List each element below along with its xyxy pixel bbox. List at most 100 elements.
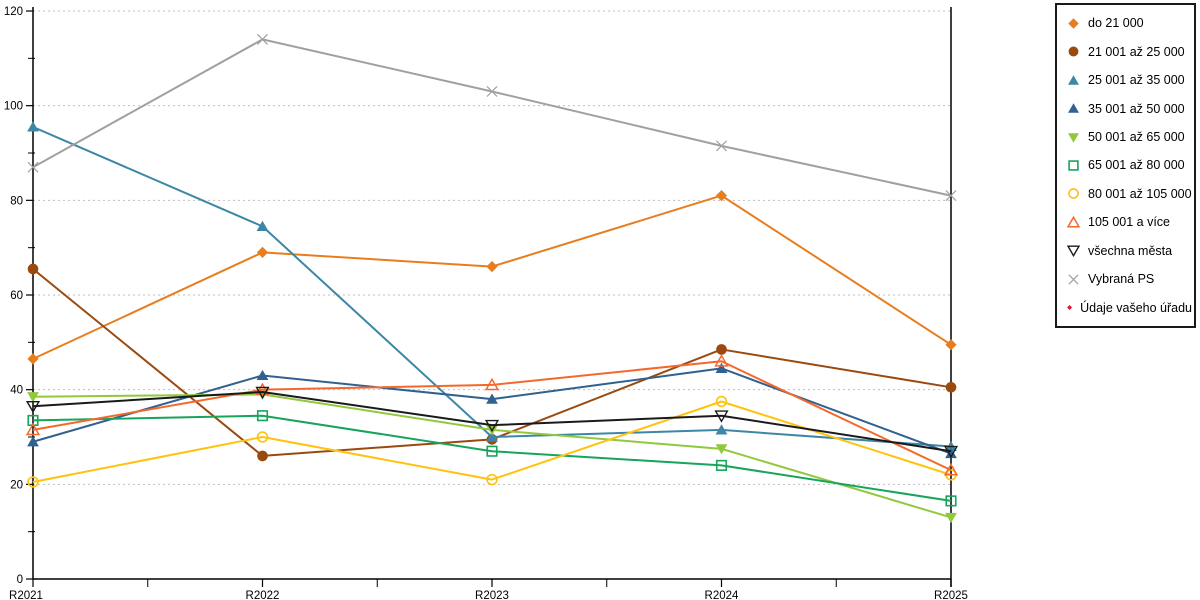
x-axis-label: R2025 — [934, 590, 968, 600]
square-open-icon — [1068, 160, 1079, 171]
triangle-up-open-icon — [1066, 215, 1081, 228]
data-point-marker — [256, 246, 269, 258]
y-axis-label: 120 — [4, 6, 23, 18]
data-point-marker — [256, 431, 269, 443]
series-line-6 — [32, 400, 952, 483]
legend-label: Vybraná PS — [1088, 272, 1155, 287]
y-axis-label: 100 — [4, 101, 23, 113]
legend-label: všechna města — [1088, 243, 1173, 258]
data-point-marker — [486, 473, 498, 486]
data-point-marker — [714, 410, 729, 423]
data-point-marker — [27, 263, 39, 275]
triangle-up-filled-icon — [1068, 74, 1079, 85]
x-axis-label: R2024 — [705, 590, 739, 600]
data-point-marker — [715, 190, 728, 202]
circle-filled-icon — [1068, 46, 1079, 57]
series-line-9 — [32, 38, 952, 197]
data-point-marker — [486, 393, 498, 404]
legend: do 21 000 21 001 až 25 000 25 001 až 35 00… — [1055, 3, 1196, 328]
legend-label: 35 001 až 50 000 — [1088, 101, 1185, 116]
diamond-filled-glyph — [1068, 18, 1079, 29]
legend-label: Údaje vašeho úřadu — [1080, 300, 1192, 315]
legend-item: 35 001 až 50 000 — [1066, 98, 1192, 120]
data-point-marker — [256, 220, 269, 231]
circle-filled-glyph — [1068, 46, 1079, 57]
data-point-marker — [25, 422, 41, 436]
triangle-up-filled-glyph — [1068, 74, 1079, 85]
data-point-marker — [486, 431, 498, 442]
data-point-marker — [484, 419, 500, 433]
series-line-0 — [32, 194, 952, 360]
y-axis-label: 40 — [10, 385, 23, 397]
x-icon — [1068, 274, 1079, 285]
legend-item: 80 001 až 105 000 — [1066, 183, 1192, 205]
data-point-marker — [716, 344, 727, 355]
legend-item: 25 001 až 35 000 — [1066, 69, 1192, 91]
data-point-marker — [257, 33, 268, 45]
x-axis-label: R2022 — [246, 590, 280, 600]
y-axis-label: 20 — [10, 479, 23, 491]
legend-label: 105 001 a více — [1088, 215, 1171, 230]
diamond-filled-glyph — [1067, 305, 1073, 311]
legend-item: 105 001 a více — [1066, 211, 1192, 233]
x-axis-label: R2023 — [475, 590, 509, 600]
triangle-up-open-glyph — [1066, 215, 1081, 228]
data-point-marker — [256, 410, 269, 422]
data-point-marker — [255, 382, 270, 396]
data-point-marker — [486, 445, 498, 457]
series-line-8 — [32, 391, 952, 453]
triangle-up-filled-icon — [1068, 103, 1079, 113]
legend-label: 25 001 až 35 000 — [1088, 73, 1185, 88]
legend-label: 65 001 až 80 000 — [1088, 158, 1185, 173]
data-point-marker — [486, 86, 498, 97]
circle-open-icon — [1068, 188, 1079, 200]
legend-item: do 21 000 — [1066, 12, 1192, 34]
legend-item: 21 001 až 25 000 — [1066, 41, 1192, 63]
data-point-marker — [715, 444, 728, 455]
data-point-marker — [484, 377, 500, 391]
data-point-marker — [27, 121, 39, 132]
legend-label: 21 001 až 25 000 — [1088, 44, 1185, 59]
data-point-marker — [256, 369, 269, 381]
y-axis-label: 0 — [17, 574, 23, 586]
legend-item: Vybraná PS — [1066, 268, 1192, 290]
triangle-down-filled-glyph — [1068, 132, 1079, 143]
legend-item: Údaje vašeho úřadu — [1066, 297, 1192, 319]
x-axis-label: R2021 — [9, 590, 43, 600]
legend-item: všechna města — [1066, 240, 1192, 262]
data-point-marker — [257, 450, 268, 462]
data-point-marker — [27, 353, 39, 365]
y-axis-label: 80 — [10, 195, 23, 207]
data-point-marker — [714, 354, 729, 367]
triangle-down-open-icon — [1066, 245, 1081, 258]
triangle-down-filled-icon — [1068, 132, 1079, 143]
data-point-marker — [27, 392, 39, 403]
series-line-5 — [32, 414, 952, 502]
data-point-marker — [715, 395, 728, 408]
legend-label: 80 001 až 105 000 — [1088, 186, 1192, 201]
legend-item: 50 001 až 65 000 — [1066, 126, 1192, 148]
triangle-down-open-glyph — [1066, 245, 1081, 258]
data-point-marker — [945, 190, 957, 202]
data-point-marker — [716, 140, 727, 152]
data-point-marker — [943, 445, 959, 459]
legend-item: 65 001 až 80 000 — [1066, 154, 1192, 176]
data-point-marker — [715, 362, 728, 373]
data-point-marker — [945, 495, 957, 507]
data-point-marker — [945, 512, 957, 524]
data-point-marker — [255, 386, 270, 400]
series-line-7 — [32, 360, 952, 472]
y-axis-label: 60 — [10, 290, 23, 302]
data-point-marker — [715, 459, 728, 471]
data-point-marker — [943, 463, 959, 476]
data-point-marker — [715, 424, 728, 435]
square-open-glyph — [1068, 160, 1079, 171]
x-glyph — [1068, 274, 1079, 285]
data-point-marker — [486, 261, 498, 273]
legend-label: 50 001 až 65 000 — [1088, 130, 1185, 145]
triangle-up-filled-glyph — [1068, 103, 1079, 113]
data-point-marker — [27, 436, 39, 447]
diamond-filled-icon — [1068, 18, 1079, 29]
